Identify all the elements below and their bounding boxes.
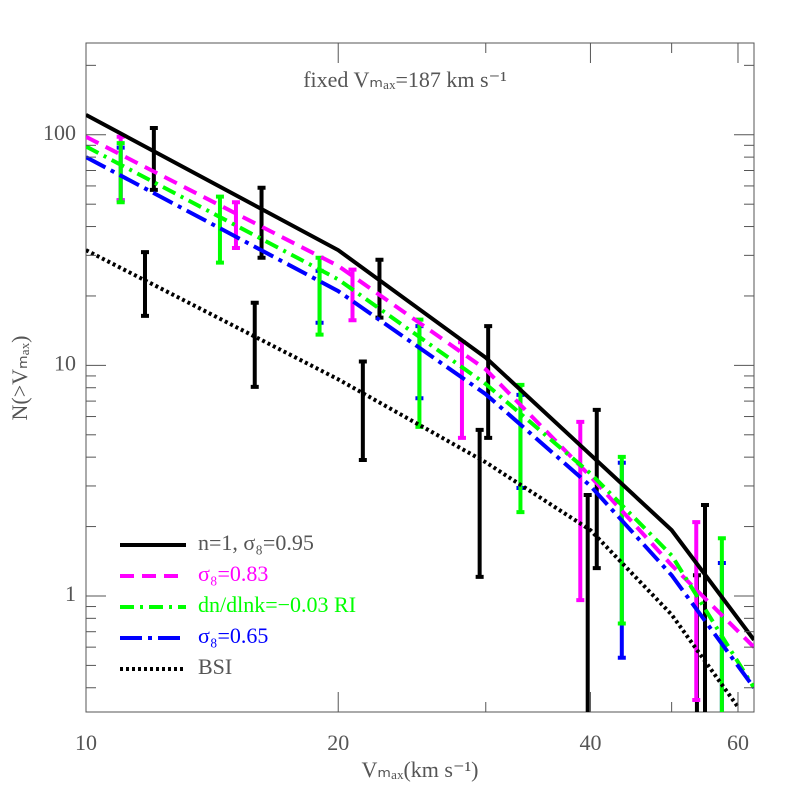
error-bar [149,125,158,192]
x-tick-label: 60 [727,730,749,755]
annotation: fixed Vₘₐₓ=187 km s⁻¹ [303,67,507,92]
error-bar [457,340,466,440]
error-bar [592,407,601,571]
line [86,248,740,709]
error-bar [475,427,484,579]
line [86,155,754,689]
legend-label: n=1, σ₈=0.95 [198,530,314,555]
error-bar [583,493,592,712]
y-axis-label: N(>Vₘₐₓ) [7,336,32,421]
y-tick-label: 1 [65,581,76,606]
plot-area [86,113,754,712]
error-bar [231,200,240,250]
legend-label: σ₈=0.83 [198,561,268,586]
error-bar [348,267,357,323]
error-bar [484,324,493,440]
error-bar [116,141,125,205]
error-bar [375,257,384,320]
error-bar [358,359,367,462]
x-tick-label: 20 [327,730,349,755]
y-tick-label: 10 [54,350,76,375]
error-bar [250,300,259,389]
x-tick-label: 40 [579,730,601,755]
x-axis-label: Vₘₐₓ(km s⁻¹) [361,757,478,782]
error-bar [576,419,585,603]
legend-label: dn/dlnk=−0.03 RI [198,592,356,617]
line [86,144,754,689]
y-tick-label: 100 [43,120,76,145]
legend-label: σ₈=0.65 [198,623,268,648]
line [86,113,754,642]
x-tick-label: 10 [75,730,97,755]
error-bar [257,185,266,260]
error-bar [717,536,726,712]
legend-label: BSI [198,654,232,679]
error-bar [700,503,709,712]
error-bar [140,250,149,318]
plot-frame [85,42,755,713]
